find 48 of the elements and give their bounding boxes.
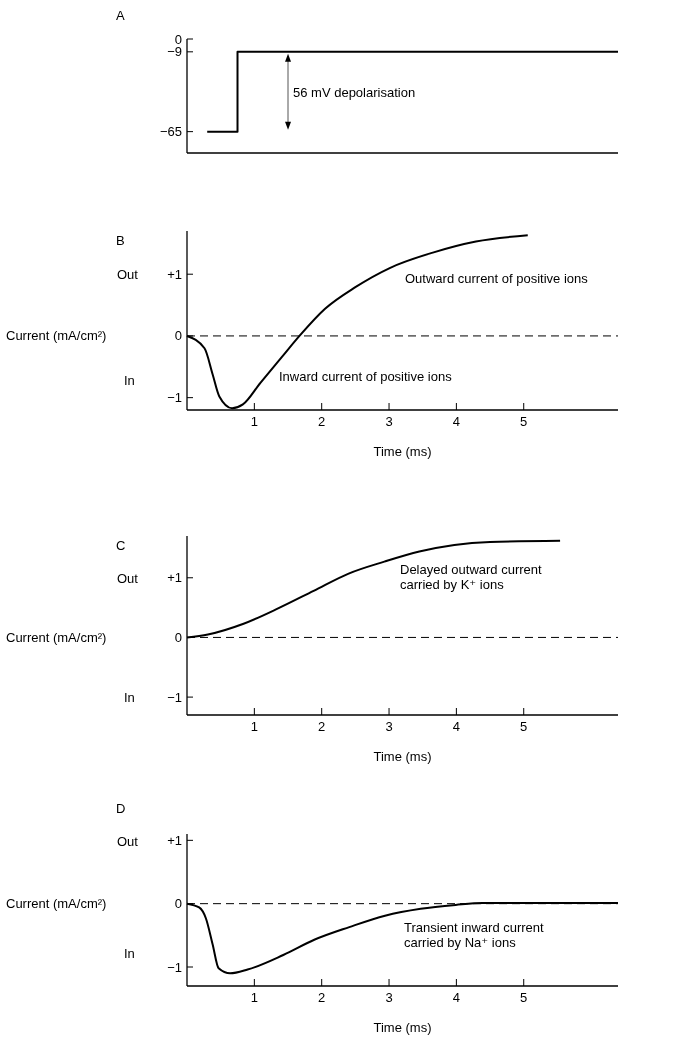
- y-tick-label: −1: [167, 390, 182, 406]
- chart-title: C: [116, 538, 126, 553]
- chart-title: A: [116, 8, 125, 23]
- x-tick-label: 3: [385, 990, 393, 1005]
- annotation: Inward current of positive ions: [279, 368, 453, 384]
- y-tick-label: −9: [167, 44, 182, 60]
- x-tick-label: 4: [452, 990, 460, 1005]
- x-tick-label: 2: [318, 719, 326, 734]
- y-tick-label: +1: [167, 570, 182, 586]
- y-axis-title: Current (mA/cm²): [6, 896, 107, 912]
- y-tick-label: 0: [174, 328, 182, 344]
- annotation: Transient inward current carried by Na⁺ ions: [404, 919, 545, 950]
- y-tick-label: 0: [174, 31, 182, 47]
- x-axis-title: Time (ms): [373, 749, 432, 764]
- y-tick-label: −1: [167, 959, 182, 975]
- y-tick-label: +1: [167, 266, 182, 282]
- chart-title: B: [116, 233, 125, 248]
- text: In: [124, 372, 135, 388]
- x-axis-title: Time (ms): [373, 444, 432, 459]
- text: In: [124, 945, 135, 961]
- x-axis-title: Time (ms): [373, 1020, 432, 1035]
- text: Out: [117, 266, 139, 282]
- text: Out: [117, 833, 139, 849]
- y-tick-label: −1: [167, 689, 182, 705]
- x-tick-label: 2: [318, 414, 326, 429]
- x-tick-label: 2: [318, 990, 326, 1005]
- y-axis-title: Current (mA/cm²): [6, 328, 107, 344]
- x-tick-label: 5: [520, 414, 528, 429]
- y-tick-label: 0: [174, 629, 182, 645]
- x-tick-label: 1: [250, 719, 258, 734]
- annotation: 56 mV depolarisation: [293, 84, 416, 100]
- y-tick-label: 0: [174, 896, 182, 912]
- chart-title: D: [116, 801, 126, 816]
- x-tick-label: 1: [250, 990, 258, 1005]
- y-tick-label: +1: [167, 832, 182, 848]
- annotation: Delayed outward current carried by K⁺ ions: [400, 561, 543, 592]
- x-tick-label: 5: [520, 990, 528, 1005]
- x-tick-label: 5: [520, 719, 528, 734]
- x-tick-label: 4: [452, 414, 460, 429]
- x-tick-label: 4: [452, 719, 460, 734]
- x-tick-label: 3: [385, 414, 393, 429]
- x-tick-label: 1: [250, 414, 258, 429]
- y-tick-label: −65: [159, 124, 182, 140]
- annotation: Outward current of positive ions: [405, 270, 589, 286]
- text: In: [124, 689, 135, 705]
- text: Out: [117, 570, 139, 586]
- y-axis-title: Current (mA/cm²): [6, 629, 107, 645]
- x-tick-label: 3: [385, 719, 393, 734]
